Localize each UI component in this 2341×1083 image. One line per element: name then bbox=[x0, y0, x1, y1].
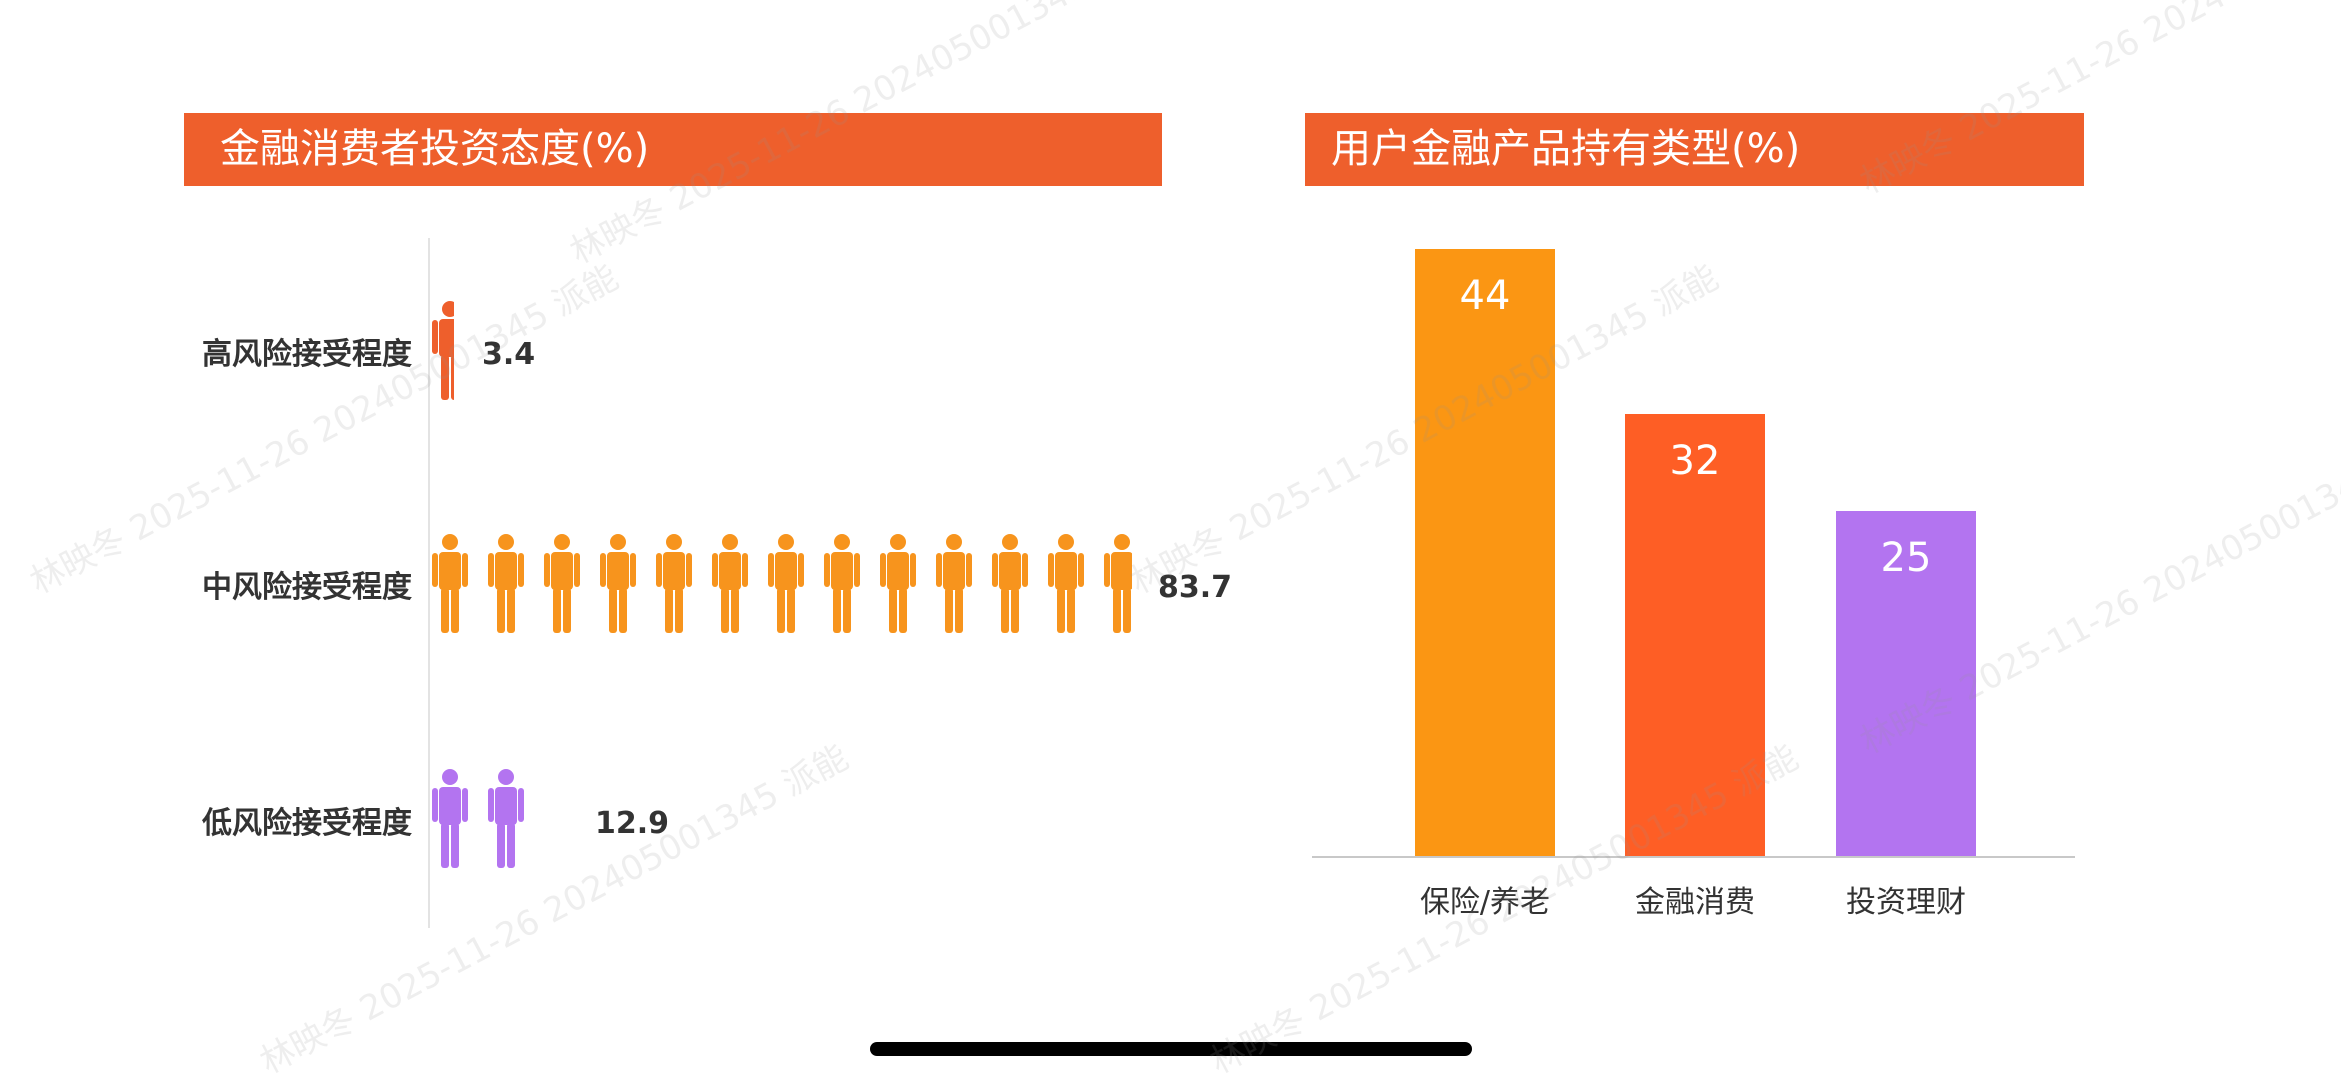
watermark-text: 林映冬 2025-11-26 202405001345 派能 bbox=[253, 737, 855, 1083]
person-icon bbox=[432, 769, 468, 868]
person-icon bbox=[600, 534, 636, 633]
person-icon bbox=[488, 534, 524, 633]
high-risk-label: 高风险接受程度 bbox=[202, 337, 412, 372]
medium-risk-label: 中风险接受程度 bbox=[202, 570, 412, 605]
category-label: 金融消费 bbox=[1635, 885, 1755, 920]
holdings-x-axis bbox=[1312, 856, 2075, 858]
person-icon bbox=[488, 769, 524, 868]
bar bbox=[1625, 414, 1765, 856]
person-icon bbox=[936, 534, 972, 633]
person-icon bbox=[432, 534, 468, 633]
person-icon bbox=[712, 534, 748, 633]
person-icon bbox=[768, 534, 804, 633]
attitude-y-axis bbox=[428, 238, 430, 928]
low-risk-icons bbox=[432, 768, 532, 878]
person-icon bbox=[1048, 534, 1084, 633]
bar bbox=[1836, 511, 1976, 856]
person-icon bbox=[432, 301, 454, 400]
holdings-chart-title: 用户金融产品持有类型(%) bbox=[1305, 113, 2084, 186]
category-label: 投资理财 bbox=[1846, 885, 1966, 920]
bar-value-label: 32 bbox=[1669, 438, 1721, 485]
home-indicator[interactable] bbox=[870, 1042, 1472, 1056]
bar bbox=[1415, 248, 1555, 856]
bar-value-label: 25 bbox=[1880, 535, 1932, 581]
high-risk-value: 3.4 bbox=[482, 337, 536, 372]
high-risk-icons bbox=[432, 300, 454, 410]
bar-value-label: 44 bbox=[1459, 272, 1511, 319]
medium-risk-icons bbox=[432, 533, 1132, 643]
person-icon bbox=[992, 534, 1028, 633]
medium-risk-value: 83.7 bbox=[1158, 570, 1233, 605]
person-icon bbox=[824, 534, 860, 633]
attitude-chart-title: 金融消费者投资态度(%) bbox=[184, 113, 1162, 186]
person-icon bbox=[880, 534, 916, 633]
low-risk-value: 12.9 bbox=[595, 806, 670, 841]
person-icon bbox=[1104, 534, 1132, 633]
person-icon bbox=[656, 534, 692, 633]
low-risk-label: 低风险接受程度 bbox=[202, 806, 412, 841]
category-label: 保险/养老 bbox=[1419, 885, 1551, 920]
person-icon bbox=[544, 534, 580, 633]
